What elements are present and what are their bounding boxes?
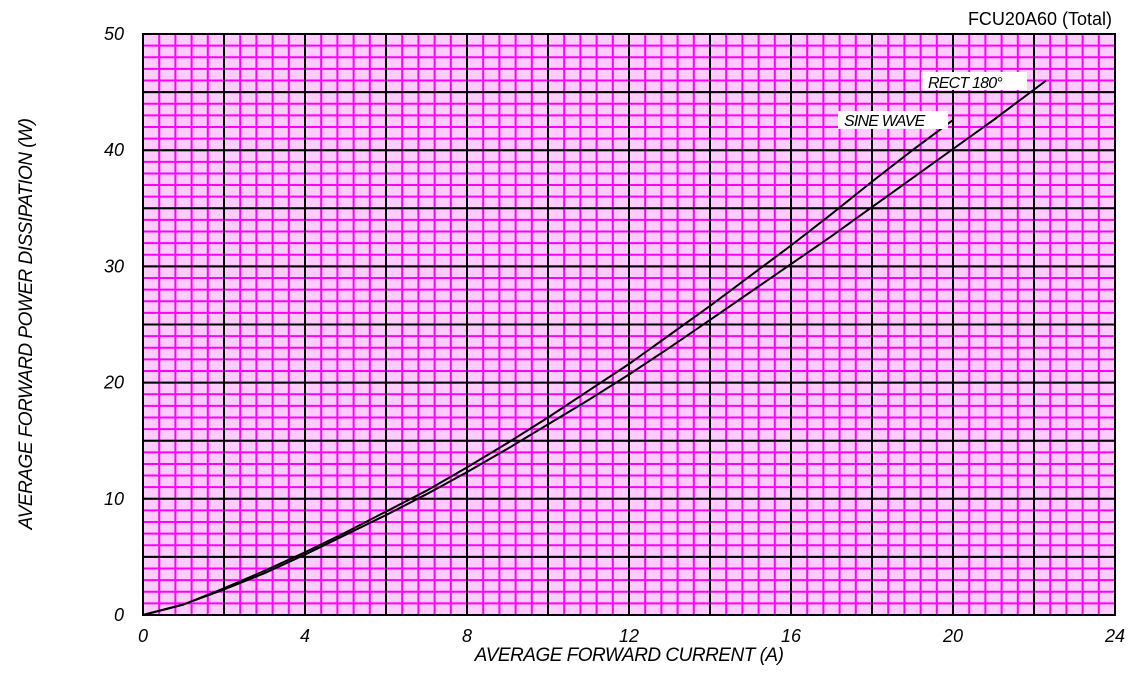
x-tick-label: 0 xyxy=(138,626,148,646)
y-tick-label: 0 xyxy=(114,605,124,625)
y-tick-labels: 0 10 20 30 40 50 xyxy=(103,24,124,625)
y-axis-title: AVERAGE FORWARD POWER DISSIPATION (W) xyxy=(16,118,37,530)
x-tick-label: 16 xyxy=(781,626,802,646)
plot-frame xyxy=(142,33,1116,616)
rect-180-label-bg xyxy=(921,72,1027,90)
x-tick-label: 12 xyxy=(619,626,639,646)
x-axis-title: AVERAGE FORWARD CURRENT (A) xyxy=(474,645,784,666)
y-tick-label: 50 xyxy=(104,24,124,44)
y-tick-label: 30 xyxy=(104,256,124,276)
x-tick-label: 4 xyxy=(300,626,310,646)
y-tick-label: 40 xyxy=(104,140,124,160)
x-tick-labels: 0 4 8 12 16 20 24 xyxy=(138,626,1125,646)
sine-wave-label-bg xyxy=(838,111,948,129)
series-layer xyxy=(142,79,1047,616)
series-line-rect-180 xyxy=(142,79,1047,616)
y-tick-label: 10 xyxy=(104,489,124,509)
major-grid xyxy=(143,34,1115,615)
series-label-rect-180: RECT 180° xyxy=(928,75,1003,92)
chart-title: FCU20A60 (Total) xyxy=(968,9,1112,29)
x-tick-label: 8 xyxy=(462,626,472,646)
series-line-sine-wave xyxy=(142,119,954,616)
y-tick-label: 20 xyxy=(103,373,124,393)
series-label-sine-wave: SINE WAVE xyxy=(844,113,926,130)
x-tick-label: 20 xyxy=(942,626,963,646)
x-tick-label: 24 xyxy=(1104,626,1125,646)
